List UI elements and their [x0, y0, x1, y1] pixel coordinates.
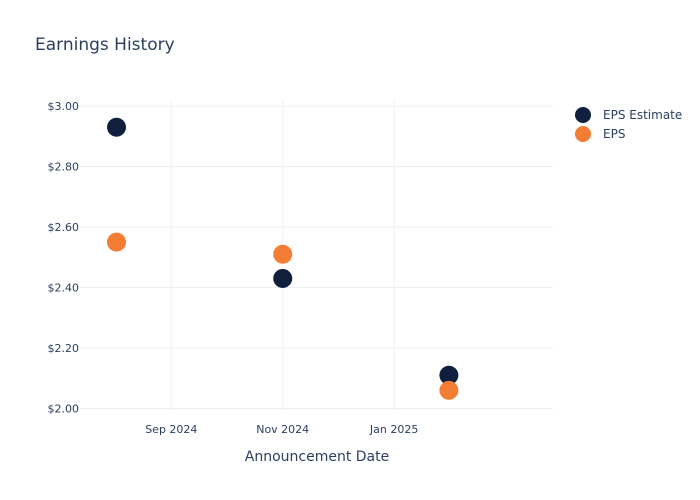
y-tick-label: $2.80 [48, 161, 80, 174]
x-tick-label: Jan 2025 [369, 423, 418, 436]
eps-point[interactable] [439, 380, 459, 400]
x-axis-ticks: Sep 2024 Nov 2024 Jan 2025 [145, 423, 418, 436]
legend-item-eps[interactable]: EPS [575, 126, 625, 142]
legend-item-eps-estimate[interactable]: EPS Estimate [575, 107, 682, 123]
grid-layer [80, 100, 553, 410]
eps-estimate-point[interactable] [273, 268, 293, 288]
data-points [107, 117, 459, 400]
eps-point[interactable] [273, 244, 293, 264]
eps-point[interactable] [107, 232, 127, 252]
eps-estimate-point[interactable] [439, 365, 459, 385]
y-axis-ticks: $2.00 $2.20 $2.40 $2.60 $2.80 $3.00 [48, 100, 80, 415]
legend-label: EPS Estimate [603, 108, 682, 122]
x-axis-title: Announcement Date [245, 449, 389, 465]
legend[interactable]: EPS Estimate EPS [575, 107, 682, 142]
y-tick-label: $3.00 [48, 100, 80, 113]
legend-marker [575, 107, 591, 123]
eps-estimate-point[interactable] [107, 117, 127, 137]
y-tick-label: $2.20 [48, 342, 80, 355]
legend-marker [575, 126, 591, 142]
y-tick-label: $2.60 [48, 221, 80, 234]
y-tick-label: $2.00 [48, 402, 80, 415]
y-tick-label: $2.40 [48, 282, 80, 295]
legend-label: EPS [603, 127, 625, 141]
x-tick-label: Nov 2024 [256, 423, 309, 436]
chart-title: Earnings History [35, 35, 175, 55]
x-tick-label: Sep 2024 [145, 423, 197, 436]
